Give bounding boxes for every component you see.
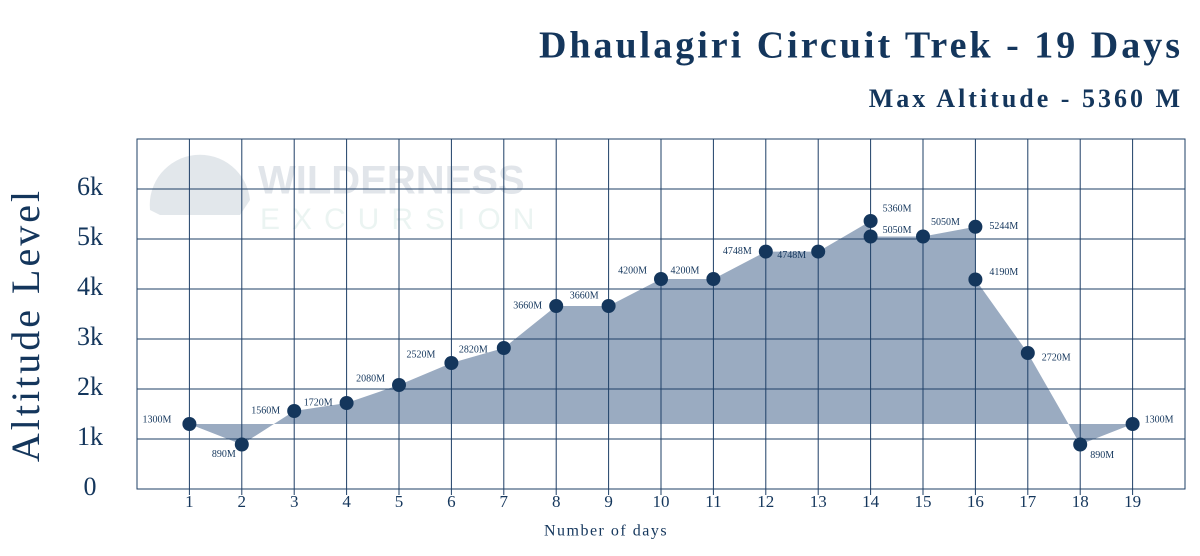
data-label: 1720M — [304, 397, 333, 408]
data-label: 2080M — [356, 373, 385, 384]
data-point — [758, 244, 773, 259]
data-label: 5050M — [883, 225, 912, 236]
x-tick-label: 15 — [915, 492, 932, 511]
x-tick-label: 4 — [342, 492, 351, 511]
data-label: 4200M — [618, 265, 647, 276]
x-tick-label: 19 — [1124, 492, 1141, 511]
y-tick-label: 3k — [77, 322, 103, 351]
x-tick-label: 7 — [500, 492, 509, 511]
x-tick-label: 11 — [705, 492, 721, 511]
chart-title: Dhaulagiri Circuit Trek - 19 Days — [539, 25, 1183, 67]
x-tick-label: 1 — [185, 492, 194, 511]
data-label: 2820M — [459, 344, 488, 355]
x-tick-label: 13 — [810, 492, 827, 511]
data-label: 2520M — [406, 349, 435, 360]
data-point — [863, 214, 878, 228]
data-label: 1300M — [142, 414, 171, 425]
data-point — [706, 272, 721, 286]
data-point — [234, 437, 249, 452]
x-tick-label: 18 — [1072, 492, 1089, 511]
data-point — [392, 378, 406, 392]
x-tick-label: 8 — [552, 492, 561, 511]
data-label: 5244M — [989, 221, 1018, 232]
x-tick-label: 3 — [290, 492, 299, 511]
data-label: 1300M — [1145, 414, 1174, 425]
watermark: WILDERNESS EXCURSION — [149, 154, 546, 236]
data-label: 2720M — [1042, 352, 1071, 363]
data-point — [968, 219, 983, 234]
data-point — [549, 299, 564, 313]
data-label: 890M — [212, 449, 236, 460]
data-point — [1073, 437, 1088, 452]
x-tick-label: 12 — [757, 492, 774, 511]
x-tick-label: 5 — [395, 492, 404, 511]
data-label: 3660M — [513, 300, 542, 311]
data-label: 890M — [1090, 450, 1114, 461]
data-point — [182, 417, 197, 431]
data-label: 4190M — [989, 267, 1018, 278]
data-label: 4200M — [670, 265, 699, 276]
data-point — [1125, 417, 1140, 431]
data-point — [916, 229, 930, 244]
data-label: 3660M — [570, 290, 599, 301]
data-point — [811, 244, 826, 259]
y-tick-label: 4k — [77, 272, 103, 301]
watermark-text: WILDERNESS — [258, 159, 525, 203]
data-point — [444, 356, 459, 370]
data-point — [339, 396, 354, 410]
y-tick-label: 0 — [84, 472, 97, 501]
data-point — [863, 229, 878, 244]
x-axis-label: Number of days — [544, 523, 668, 540]
data-point — [601, 299, 616, 313]
y-axis-label: Altitude Level — [3, 188, 48, 462]
data-point — [654, 272, 668, 286]
x-tick-label: 10 — [653, 492, 670, 511]
data-point — [1020, 346, 1035, 360]
watermark-text: EXCURSION — [260, 203, 546, 236]
x-tick-label: 2 — [238, 492, 247, 511]
data-point — [968, 272, 983, 287]
data-label: 1560M — [251, 405, 280, 416]
y-tick-label: 2k — [77, 372, 103, 401]
data-point — [287, 404, 302, 418]
chart-subtitle: Max Altitude - 5360 M — [869, 84, 1183, 113]
x-tick-label: 9 — [604, 492, 613, 511]
x-tick-label: 14 — [862, 492, 880, 511]
data-label: 4748M — [777, 250, 806, 261]
watermark-logo — [149, 154, 250, 215]
y-tick-label: 1k — [77, 422, 103, 451]
data-label: 5360M — [883, 203, 912, 214]
x-tick-label: 17 — [1019, 492, 1037, 511]
data-label: 4748M — [723, 246, 752, 257]
data-label: 5050M — [931, 217, 960, 228]
y-tick-label: 6k — [77, 172, 103, 201]
x-tick-label: 16 — [967, 492, 984, 511]
x-tick-label: 6 — [447, 492, 456, 511]
data-point — [496, 341, 511, 355]
y-tick-label: 5k — [77, 222, 103, 251]
